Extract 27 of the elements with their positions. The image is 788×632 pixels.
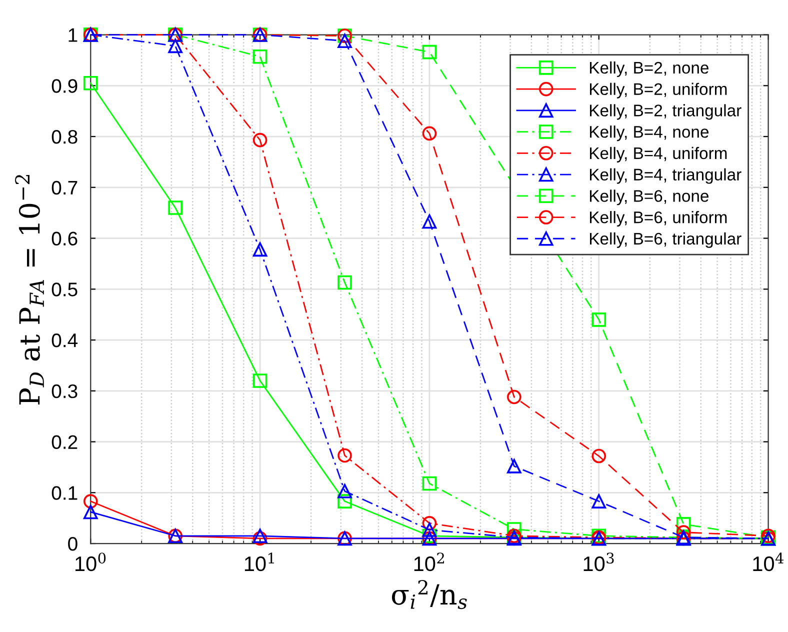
y-tick-label: 0.3 <box>52 384 78 398</box>
legend-label: Kelly, B=4, none <box>590 126 708 142</box>
y-tick-label: 0.7 <box>52 180 78 195</box>
legend-label: Kelly, B=6, none <box>590 190 708 206</box>
x-tick-label: 10$^{0}$ <box>76 552 106 572</box>
x-tick-label: 10$^{1}$ <box>244 552 274 572</box>
legend-label: Kelly, B=2, none <box>590 61 708 77</box>
y-axis-title: P$_{D}$ at P$_{FA}$ = 10$^{−2}$ <box>15 174 44 405</box>
x-tick-label: 10$^{2}$ <box>414 552 444 572</box>
x-tick-label: 10$^{3}$ <box>584 552 614 572</box>
y-tick-label: 0 <box>68 536 78 551</box>
legend-label: Kelly, B=4, triangular <box>590 168 742 184</box>
legend-label: Kelly, B=2, uniform <box>590 82 727 98</box>
y-tick-label: 0.6 <box>52 232 78 246</box>
legend-label: Kelly, B=2, triangular <box>590 104 742 120</box>
legend-label: Kelly, B=6, triangular <box>590 232 742 248</box>
x-axis-title: σ$_{i}$$^{2}$/n$_{s}$ <box>392 580 467 610</box>
y-tick-label: 0.9 <box>52 79 78 93</box>
y-tick-label: 0.4 <box>52 333 78 348</box>
y-tick-label: 0.5 <box>52 282 78 296</box>
legend-label: Kelly, B=6, uniform <box>590 211 727 227</box>
y-tick-label: 0.8 <box>52 130 78 144</box>
y-tick-label: 0.1 <box>52 486 78 500</box>
y-tick-label: 1 <box>68 28 78 42</box>
x-tick-label: 10$^{4}$ <box>753 552 784 572</box>
y-tick-label: 0.2 <box>52 435 78 450</box>
legend-label: Kelly, B=4, uniform <box>590 146 727 162</box>
